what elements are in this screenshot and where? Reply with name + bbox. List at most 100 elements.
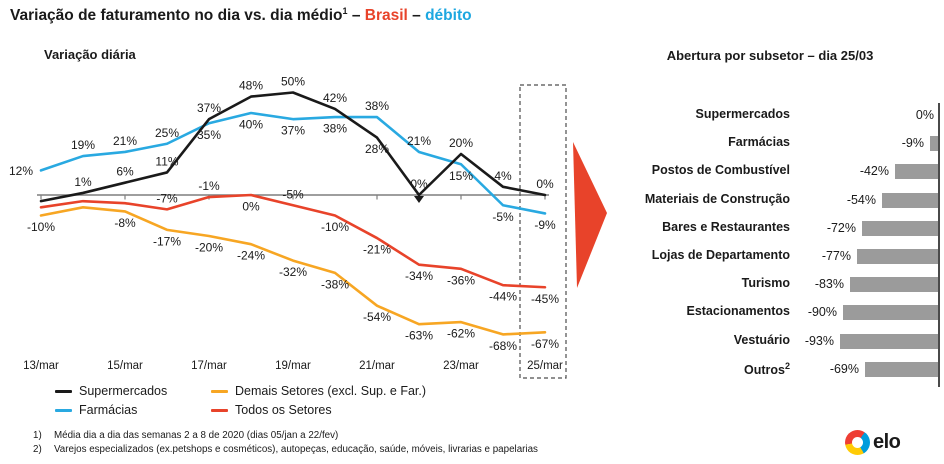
bar-category-label: Supermercados [695, 107, 790, 121]
data-label: 50% [281, 75, 305, 89]
data-label: 11% [155, 154, 178, 168]
page-title-region: Brasil [364, 7, 408, 25]
bar [930, 136, 940, 152]
elo-logo-text: elo [873, 431, 901, 453]
line-chart-title: Variação diária [44, 47, 136, 62]
bar-value-label: -54% [846, 192, 876, 207]
bar-row: Lojas de Departamento -77% [600, 243, 944, 271]
bar-row: Bares e Restaurantes -72% [600, 215, 944, 243]
x-axis-tick-label: 13/mar [23, 360, 59, 372]
data-label: -5% [492, 210, 514, 224]
bar-row: Postos de Combustível -42% [600, 158, 944, 186]
legend-color-dash [211, 389, 228, 393]
bar-value-label: -83% [814, 277, 844, 292]
page-title-product: débito [425, 7, 472, 25]
series-line-farm-cias [39, 111, 547, 215]
x-axis-tick-label: 25/mar [527, 360, 563, 372]
bar-value-label: -72% [826, 220, 856, 235]
legend-color-dash [55, 389, 72, 393]
bar [857, 249, 940, 264]
data-label: -68% [489, 339, 517, 353]
data-label: 0% [410, 177, 428, 191]
data-label: -7% [156, 191, 178, 205]
subsector-bar-chart: Supermercados 0% Farmácias -9% Postos de Com… [600, 102, 944, 394]
elo-logo-icon [845, 430, 870, 455]
bar-row: Estacionamentos -90% [600, 299, 944, 327]
data-label: -44% [489, 290, 517, 304]
page-title-main: Variação de faturamento no dia vs. dia m… [10, 7, 343, 25]
bar-row: Supermercados 0% [600, 102, 944, 130]
data-label: 4% [494, 169, 512, 183]
legend-item: Demais Setores (excl. Sup. e Far.) [211, 384, 426, 398]
data-label: 38% [365, 99, 389, 113]
x-axis-tick-label: 15/mar [107, 360, 143, 372]
data-label: -45% [531, 292, 559, 306]
data-label: 21% [113, 134, 137, 148]
bar [862, 220, 940, 236]
data-label: 38% [323, 122, 347, 136]
data-label: -8% [114, 216, 136, 230]
data-label: -36% [447, 273, 475, 287]
data-label: -21% [363, 243, 391, 257]
data-label: 19% [71, 138, 95, 152]
bar-category-label: Materiais de Construção [644, 191, 790, 206]
bar [865, 361, 940, 377]
data-label: 35% [197, 128, 221, 142]
bar-category-label: Lojas de Departamento [651, 248, 790, 262]
data-label: -1% [198, 179, 220, 193]
bar [843, 305, 940, 321]
footnote-number: 1) [33, 430, 42, 441]
legend-label: Supermercados [79, 384, 168, 398]
data-label: -54% [363, 310, 391, 324]
legend-label: Todos os Setores [235, 403, 332, 417]
bar-value-label: -69% [829, 361, 859, 376]
data-label: 15% [449, 169, 473, 183]
bar-value-label: -42% [859, 164, 889, 179]
bar-value-label: -93% [804, 333, 834, 348]
bar-category-label: Farmácias [728, 135, 790, 150]
footnote-text: Varejos especializados (ex.petshops e co… [54, 443, 538, 455]
bar [840, 333, 940, 349]
title-separator-1: – [347, 7, 365, 25]
line-chart-legend: Supermercados Demais Setores (excl. Sup. … [55, 384, 426, 417]
data-label: -67% [531, 337, 559, 351]
data-label: -63% [405, 329, 433, 343]
bar-chart-title: Abertura por subsetor – dia 25/03 [666, 48, 874, 63]
data-label: 37% [197, 101, 221, 115]
legend-label: Farmácias [79, 403, 138, 417]
data-label: -32% [279, 265, 307, 279]
legend-item: Supermercados [55, 384, 211, 398]
bar-row: Outros2 -69% [600, 356, 944, 384]
title-separator-2: – [407, 7, 426, 25]
data-label: 28% [365, 142, 389, 156]
data-label: -24% [237, 249, 265, 263]
footnote-text: Média dia a dia das semanas 2 a 8 de 202… [54, 430, 339, 441]
series-line-supermercados [39, 91, 547, 203]
data-label: -10% [321, 220, 349, 234]
data-label: 42% [323, 91, 347, 105]
bar-category-footnote-ref: 2 [784, 360, 790, 371]
dip-arrow-marker [414, 196, 424, 203]
data-label: -20% [195, 241, 223, 255]
legend-color-dash [211, 408, 228, 412]
bar-value-label: -77% [821, 249, 851, 263]
legend-label: Demais Setores (excl. Sup. e Far.) [235, 384, 427, 398]
footnote-number: 2) [33, 443, 42, 455]
bar-category-label: Vestuário [733, 332, 790, 347]
bar-category-label: Estacionamentos [686, 304, 790, 319]
elo-logo: elo [845, 430, 901, 455]
bar-row: Materiais de Construção -54% [600, 187, 944, 215]
highlight-dashed-box [519, 84, 567, 379]
data-label: -34% [405, 269, 433, 283]
legend-item: Todos os Setores [211, 403, 426, 417]
x-axis-tick-label: 17/mar [191, 360, 227, 372]
data-label: -5% [282, 187, 304, 201]
bar-value-label: -90% [807, 305, 837, 320]
data-label: 1% [74, 175, 92, 189]
bar-category-label: Turismo [741, 276, 790, 291]
data-label: 25% [155, 126, 179, 140]
bar [895, 164, 940, 180]
bar-value-label: 0% [915, 108, 934, 122]
series-line-demais-setores-excl-sup-e-far- [39, 206, 547, 336]
data-label: 6% [116, 165, 134, 179]
